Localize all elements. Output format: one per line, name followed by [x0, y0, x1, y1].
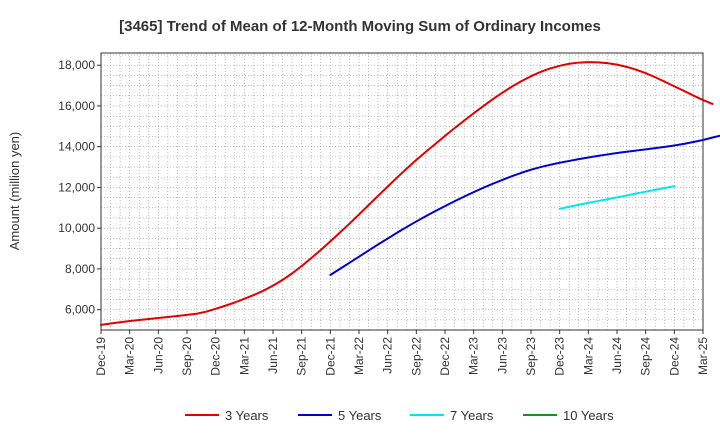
series-line-7-years — [558, 185, 676, 210]
x-tick-label: Jun-23 — [495, 337, 509, 374]
y-tick-label: 12,000 — [58, 180, 95, 194]
legend-label: 7 Years — [450, 408, 494, 423]
y-tick-label: 18,000 — [58, 58, 95, 72]
y-axis-ticks: 6,000 8,000 10,000 12,000 14,000 16,000 18,000 — [58, 58, 101, 317]
x-tick-label: Dec-21 — [323, 337, 337, 376]
x-tick-label: Jun-21 — [266, 337, 280, 374]
legend: 3 Years 5 Years 7 Years 10 Years — [185, 408, 614, 423]
x-tick-label: Mar-23 — [467, 337, 481, 375]
x-tick-label: Mar-21 — [237, 337, 251, 375]
x-tick-label: Dec-19 — [94, 337, 108, 376]
x-tick-label: Jun-20 — [151, 337, 165, 374]
x-tick-label: Dec-24 — [667, 337, 681, 376]
x-tick-label: Dec-23 — [553, 337, 567, 376]
chart-title: [3465] Trend of Mean of 12-Month Moving … — [119, 18, 601, 35]
y-tick-label: 10,000 — [58, 221, 95, 235]
x-tick-label: Mar-20 — [123, 337, 137, 375]
x-tick-label: Sep-22 — [409, 337, 423, 376]
x-tick-label: Jun-24 — [610, 337, 624, 374]
y-tick-label: 8,000 — [65, 262, 95, 276]
plot-frame — [100, 52, 704, 331]
y-tick-label: 16,000 — [58, 99, 95, 113]
y-tick-label: 6,000 — [65, 303, 95, 317]
x-tick-label: Sep-20 — [180, 337, 194, 376]
legend-label: 3 Years — [225, 408, 269, 423]
series-line-3-years — [100, 61, 714, 326]
x-tick-label: Dec-20 — [209, 337, 223, 376]
x-tick-label: Mar-24 — [581, 337, 595, 375]
x-tick-label: Sep-23 — [524, 337, 538, 376]
x-tick-label: Mar-22 — [352, 337, 366, 375]
grid — [101, 53, 703, 331]
x-tick-label: Jun-22 — [381, 337, 395, 374]
y-axis-label: Amount (million yen) — [7, 132, 22, 251]
y-tick-label: 14,000 — [58, 140, 95, 154]
x-tick-label: Sep-24 — [639, 337, 653, 376]
series-line-5-years — [329, 134, 720, 277]
x-tick-label: Mar-25 — [696, 337, 710, 375]
x-tick-label: Sep-21 — [295, 337, 309, 376]
legend-label: 10 Years — [563, 408, 614, 423]
x-axis-ticks: Dec-19 Mar-20 Jun-20 Sep-20 Dec-20 Mar-21 Jun-… — [94, 330, 710, 376]
legend-label: 5 Years — [338, 408, 382, 423]
series-lines — [100, 61, 720, 326]
x-tick-label: Dec-22 — [438, 337, 452, 376]
